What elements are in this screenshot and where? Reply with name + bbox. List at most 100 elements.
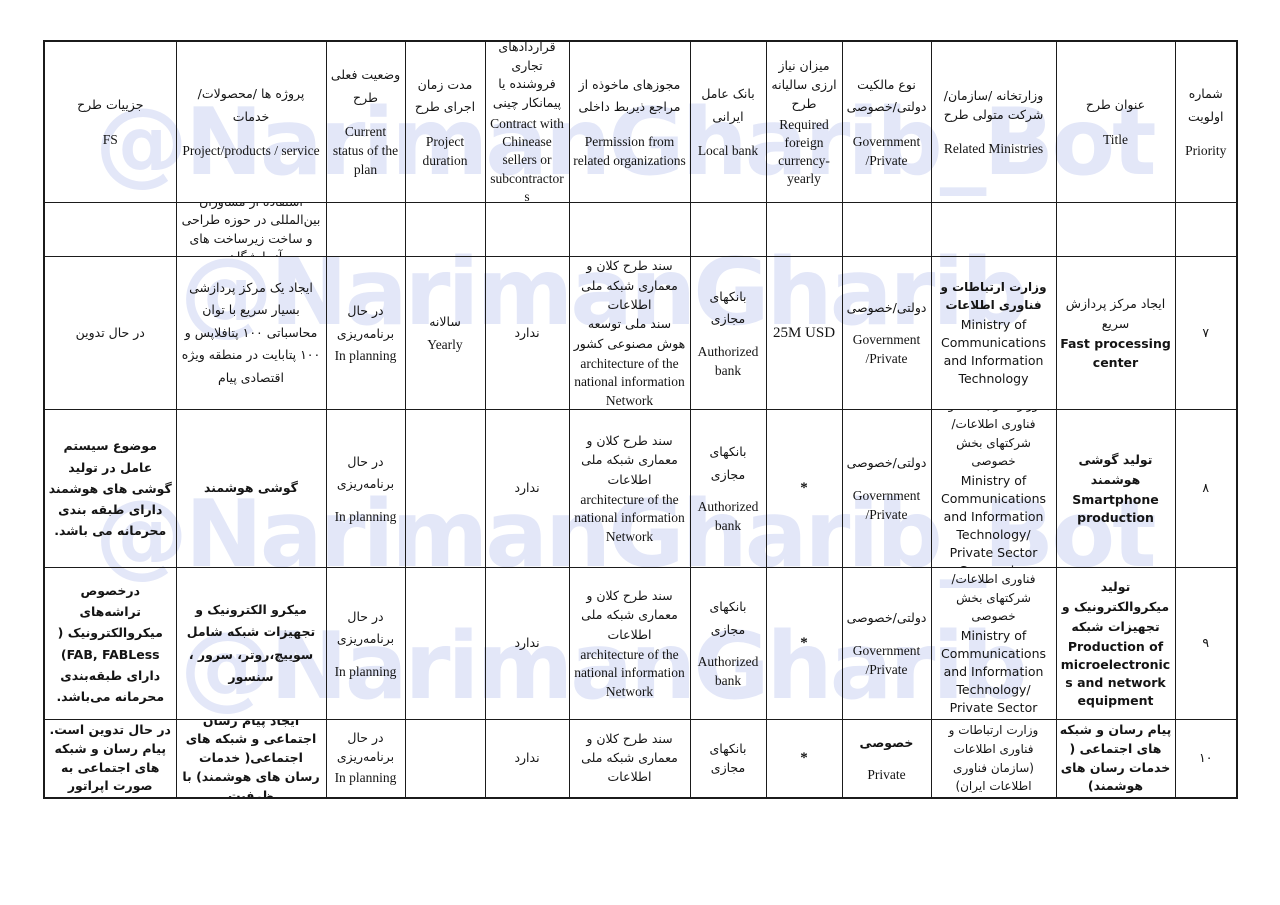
r10-projects-fa: ایجاد پیام رسان اجتماعی و شبکه های اجتما… [182, 720, 320, 797]
r8-priority: ۸ [1174, 409, 1238, 568]
r7-ministry-fa: وزارت ارتباطات و فناوری اطلاعات [940, 279, 1047, 313]
header-duration-en: Project duration [422, 133, 468, 168]
header-status-fa: وضعیت فعلی طرح [330, 67, 401, 105]
header-priority: شماره اولویت Priority [1174, 40, 1238, 203]
r9-permission-fa: سند طرح کلان و معماری شبکه ملی اطلاعات [581, 588, 678, 642]
r8-currency-value: * [800, 480, 808, 496]
r10-projects: ایجاد پیام رسان اجتماعی و شبکه های اجتما… [175, 719, 327, 799]
r9-permission: سند طرح کلان و معماری شبکه ملی اطلاعات a… [568, 567, 691, 720]
r10-permission-fa: سند طرح کلان و معماری شبکه ملی اطلاعات [581, 731, 678, 784]
r9-ministry: وزارت ارتباطات و فناوری اطلاعات/ شرکتهای… [930, 567, 1057, 720]
header-projects-en: Project/products / service [182, 143, 320, 159]
header-permission: مجوزهای ماخوذه از مراجع ذیربط داخلی Perm… [568, 40, 691, 203]
header-ownership-fa: نوع مالکیت دولتی/خصوصی [846, 76, 927, 115]
header-fs-fa: جزییات طرح [77, 97, 144, 113]
r8-fs: موضوع سیستم عامل در تولید گوشی های هوشمن… [43, 409, 177, 568]
r10-fs-fa: در حال تدوین است. پیام رسان و شبکه های ا… [49, 722, 171, 794]
r10-status-fa: در حال برنامه‌ریزی [336, 730, 395, 765]
r9-contract: ندارد [484, 567, 570, 720]
header-contract-en: Contract with Chinease sellers or subcon… [490, 115, 564, 202]
note-permission-empty [568, 202, 691, 257]
r9-currency: * [765, 567, 843, 720]
r7-status: در حال برنامه‌ریزی In planning [325, 256, 406, 410]
r9-priority-value: ۹ [1202, 635, 1210, 651]
header-priority-fa: شماره اولویت [1187, 86, 1224, 124]
r10-contract: ندارد [484, 719, 570, 799]
header-contract-fa: قراردادهای تجاری فروشنده یا پیمانکار چین… [492, 42, 562, 111]
r8-title: تولید گوشی هوشمند Smartphone production [1055, 409, 1176, 568]
projects-priority-table: جزییات طرح FS پروژه ها /محصولات/ خدمات P… [43, 40, 1238, 799]
r10-contract-fa: ندارد [514, 750, 540, 766]
r7-duration-en: Yearly [427, 336, 463, 352]
r7-currency-value: 25M USD [772, 324, 836, 341]
r7-permission-en: architecture of the national information… [574, 356, 685, 408]
r7-duration: سالانه Yearly [404, 256, 486, 410]
table-row-7: در حال تدوین ایجاد یک مرکز پردازشی بسیار… [43, 256, 1238, 410]
header-title: عنوان طرح Title [1055, 40, 1176, 203]
r8-priority-value: ۸ [1202, 480, 1210, 496]
header-ministry: وزارتخانه /سازمان/ شرکت متولی طرح Relate… [930, 40, 1057, 203]
r9-title-en: Production of microelectronics and netwo… [1060, 638, 1171, 709]
r7-fs: در حال تدوین [43, 256, 177, 410]
r9-ministry-fa: وزارت ارتباطات و فناوری اطلاعات/ شرکتهای… [951, 572, 1036, 624]
r9-status-en: In planning [334, 663, 397, 679]
r8-ministry: وزارت ارتباطات و فناوری اطلاعات/ شرکتهای… [930, 409, 1057, 568]
r8-fs-fa: موضوع سیستم عامل در تولید گوشی های هوشمن… [48, 438, 172, 539]
header-bank-fa: بانک عامل ایرانی [701, 86, 755, 124]
header-title-fa: عنوان طرح [1085, 96, 1146, 112]
r10-fs: در حال تدوین است. پیام رسان و شبکه های ا… [43, 719, 177, 799]
note-projects: استفاده از مشاوران بین‌المللی در حوزه طر… [175, 202, 327, 257]
table-header-row: جزییات طرح FS پروژه ها /محصولات/ خدمات P… [43, 40, 1238, 203]
note-duration-empty [404, 202, 486, 257]
r10-ministry: وزارت ارتباطات و فناوری اطلاعات (سازمان … [930, 719, 1057, 799]
r9-title: تولید میکروالکترونیک و تجهیزات شبکه Prod… [1055, 567, 1176, 720]
header-ministry-fa: وزارتخانه /سازمان/ شرکت متولی طرح [943, 87, 1044, 123]
r8-title-fa: تولید گوشی هوشمند [1078, 451, 1153, 487]
r10-ownership: خصوصی Private [841, 719, 932, 799]
note-ownership-empty [841, 202, 932, 257]
r9-status-fa: در حال برنامه‌ریزی [336, 608, 395, 647]
r10-currency: * [765, 719, 843, 799]
note-priority-empty [1174, 202, 1238, 257]
r9-bank: بانکهای مجازی Authorized bank [689, 567, 767, 720]
r9-ownership-fa: دولتی/خصوصی [846, 610, 927, 626]
r10-ownership-en: Private [867, 767, 906, 783]
r7-status-en: In planning [334, 348, 397, 364]
r9-title-fa: تولید میکروالکترونیک و تجهیزات شبکه [1061, 578, 1170, 634]
r8-bank-fa: بانکهای مجازی [709, 444, 747, 482]
r8-ownership-en: Government /Private [852, 487, 921, 522]
r7-status-fa: در حال برنامه‌ریزی [336, 303, 395, 341]
r9-ministry-en: Ministry of Communications and Informati… [940, 627, 1047, 719]
header-duration-fa: مدت زمان اجرای طرح [414, 76, 476, 115]
r10-priority-value: ۱۰ [1199, 750, 1213, 766]
r10-status-en: In planning [334, 769, 397, 785]
r9-permission-en: architecture of the national information… [574, 647, 685, 699]
header-fs: جزییات طرح FS [43, 40, 177, 203]
header-currency-fa: میزان نیاز ارزی سالیانه طرح [771, 57, 837, 112]
header-projects-fa: پروژه ها /محصولات/ خدمات [197, 86, 305, 124]
r9-currency-value: * [800, 635, 808, 651]
r8-contract: ندارد [484, 409, 570, 568]
r9-projects: میکرو الکترونیک و تجهیزات شبکه شامل سویی… [175, 567, 327, 720]
r8-ministry-en: Ministry of Communications and Informati… [940, 472, 1047, 567]
header-currency: میزان نیاز ارزی سالیانه طرح Required for… [765, 40, 843, 203]
r8-ministry-fa: وزارت ارتباطات و فناوری اطلاعات/ شرکتهای… [949, 411, 1039, 469]
note-contract-empty [484, 202, 570, 257]
note-title-empty [1055, 202, 1176, 257]
r7-bank: بانکهای مجازی Authorized bank [689, 256, 767, 410]
header-status-en: Current status of the plan [332, 124, 399, 177]
r10-ownership-fa: خصوصی [859, 734, 914, 750]
r7-title-fa: ایجاد مرکز پردازش سریع [1065, 296, 1166, 332]
r7-title-en: Fast processing center [1060, 336, 1171, 370]
r10-bank-fa: بانکهای مجازی [709, 740, 747, 775]
r9-priority: ۹ [1174, 567, 1238, 720]
table-row-9: درخصوص تراشه‌های میکروالکترونیک ( FAB, F… [43, 567, 1238, 720]
header-ownership: نوع مالکیت دولتی/خصوصی Government /Priva… [841, 40, 932, 203]
header-ministry-en: Related Ministries [943, 140, 1044, 156]
r8-duration-empty [404, 409, 486, 568]
r9-bank-en: Authorized bank [697, 654, 759, 688]
r10-title: پیام رسان و شبکه های اجتماعی ( خدمات رسا… [1055, 719, 1176, 799]
r7-title: ایجاد مرکز پردازش سریع Fast processing c… [1055, 256, 1176, 410]
header-fs-en: FS [102, 131, 118, 147]
